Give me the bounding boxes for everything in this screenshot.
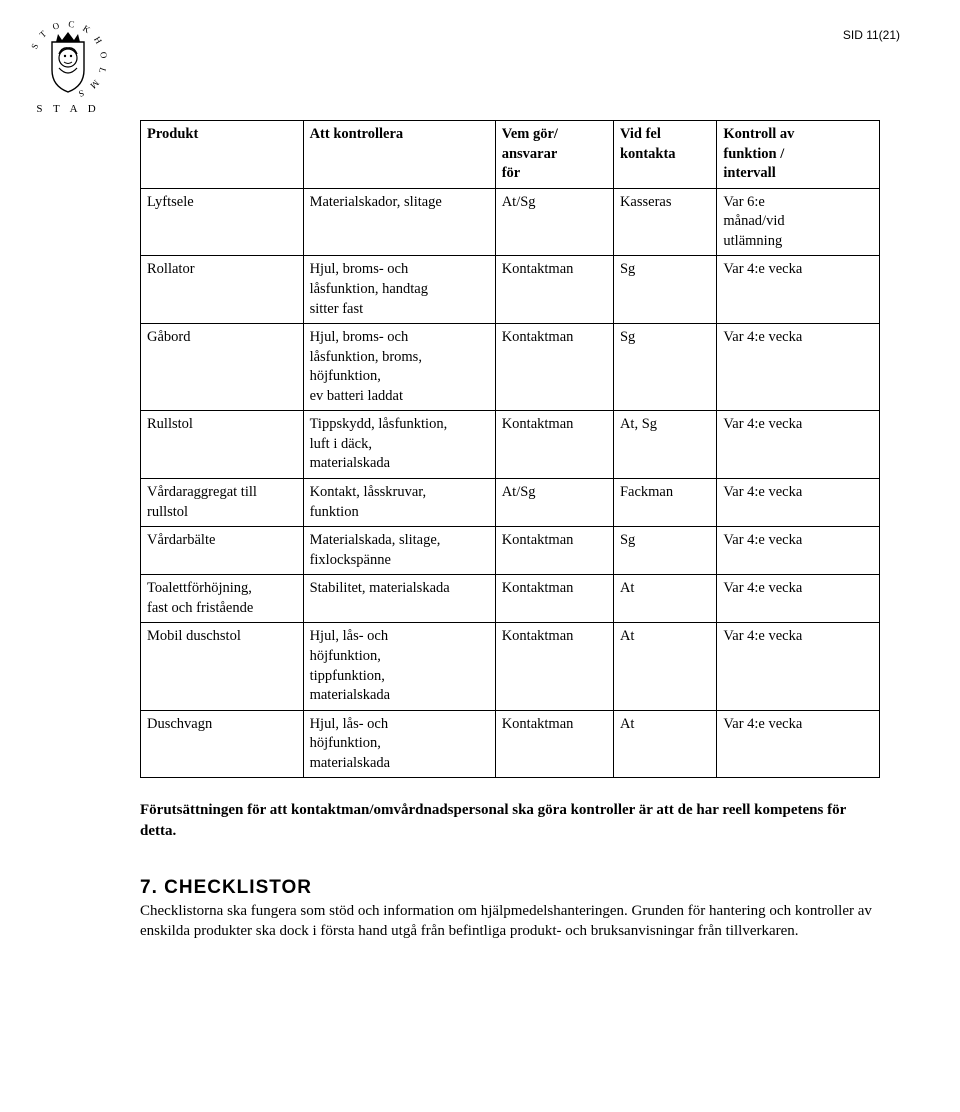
table-cell: Var 6:emånad/vidutlämning	[717, 188, 880, 256]
table-header-cell: Vem gör/ansvararför	[495, 121, 613, 189]
table-cell: Hjul, lås- ochhöjfunktion,materialskada	[303, 710, 495, 778]
table-cell: Var 4:e vecka	[717, 575, 880, 623]
control-table: ProduktAtt kontrolleraVem gör/ansvararfö…	[140, 120, 880, 778]
table-cell: At	[613, 575, 716, 623]
table-row: Vårdaraggregat tillrullstolKontakt, låss…	[141, 479, 880, 527]
table-cell: Kontakt, låsskruvar,funktion	[303, 479, 495, 527]
table-cell: Rollator	[141, 256, 304, 324]
table-row: Toalettförhöjning,fast och friståendeSta…	[141, 575, 880, 623]
table-cell: At	[613, 710, 716, 778]
table-row: DuschvagnHjul, lås- ochhöjfunktion,mater…	[141, 710, 880, 778]
table-cell: Hjul, lås- ochhöjfunktion,tippfunktion,m…	[303, 623, 495, 710]
table-cell: Var 4:e vecka	[717, 710, 880, 778]
table-row: RollatorHjul, broms- ochlåsfunktion, han…	[141, 256, 880, 324]
table-cell: Kontaktman	[495, 411, 613, 479]
svg-text:S T A D: S T A D	[36, 103, 99, 115]
table-cell: Var 4:e vecka	[717, 324, 880, 411]
table-cell: At/Sg	[495, 188, 613, 256]
table-row: LyftseleMaterialskador, slitageAt/SgKass…	[141, 188, 880, 256]
table-cell: Var 4:e vecka	[717, 256, 880, 324]
table-cell: Kontaktman	[495, 575, 613, 623]
table-cell: Stabilitet, materialskada	[303, 575, 495, 623]
section-body-7: Checklistorna ska fungera som stöd och i…	[140, 901, 880, 942]
section-heading-7: 7. CHECKLISTOR	[140, 877, 880, 899]
table-cell: Duschvagn	[141, 710, 304, 778]
table-cell: Hjul, broms- ochlåsfunktion, broms,höjfu…	[303, 324, 495, 411]
table-header-cell: Vid felkontakta	[613, 121, 716, 189]
table-cell: Var 4:e vecka	[717, 527, 880, 575]
page-number: SID 11(21)	[843, 28, 900, 42]
table-cell: Var 4:e vecka	[717, 411, 880, 479]
page-content: ProduktAtt kontrolleraVem gör/ansvararfö…	[140, 120, 880, 941]
table-cell: Kontaktman	[495, 710, 613, 778]
table-cell: Sg	[613, 256, 716, 324]
table-cell: Var 4:e vecka	[717, 479, 880, 527]
table-cell: Materialskada, slitage,fixlockspänne	[303, 527, 495, 575]
table-cell: Sg	[613, 324, 716, 411]
table-cell: Var 4:e vecka	[717, 623, 880, 710]
table-cell: Vårdaraggregat tillrullstol	[141, 479, 304, 527]
prerequisite-paragraph: Förutsättningen för att kontaktman/omvår…	[140, 800, 880, 841]
table-cell: Fackman	[613, 479, 716, 527]
table-cell: Kontaktman	[495, 256, 613, 324]
table-cell: Materialskador, slitage	[303, 188, 495, 256]
table-cell: Gåbord	[141, 324, 304, 411]
table-row: VårdarbälteMaterialskada, slitage,fixloc…	[141, 527, 880, 575]
table-header-cell: Kontroll avfunktion /intervall	[717, 121, 880, 189]
table-header-cell: Produkt	[141, 121, 304, 189]
table-cell: Kontaktman	[495, 527, 613, 575]
table-cell: Tippskydd, låsfunktion,luft i däck,mater…	[303, 411, 495, 479]
table-cell: Mobil duschstol	[141, 623, 304, 710]
table-cell: Hjul, broms- ochlåsfunktion, handtagsitt…	[303, 256, 495, 324]
table-cell: Sg	[613, 527, 716, 575]
table-cell: At, Sg	[613, 411, 716, 479]
table-cell: Kasseras	[613, 188, 716, 256]
table-cell: At/Sg	[495, 479, 613, 527]
table-cell: At	[613, 623, 716, 710]
table-row: GåbordHjul, broms- ochlåsfunktion, broms…	[141, 324, 880, 411]
table-cell: Lyftsele	[141, 188, 304, 256]
table-cell: Kontaktman	[495, 623, 613, 710]
stockholm-logo: S T O C K H O L M S S T A D	[28, 20, 108, 120]
table-cell: Kontaktman	[495, 324, 613, 411]
table-header-cell: Att kontrollera	[303, 121, 495, 189]
table-cell: Rullstol	[141, 411, 304, 479]
table-row: RullstolTippskydd, låsfunktion,luft i dä…	[141, 411, 880, 479]
table-cell: Toalettförhöjning,fast och fristående	[141, 575, 304, 623]
table-row: Mobil duschstolHjul, lås- ochhöjfunktion…	[141, 623, 880, 710]
table-cell: Vårdarbälte	[141, 527, 304, 575]
